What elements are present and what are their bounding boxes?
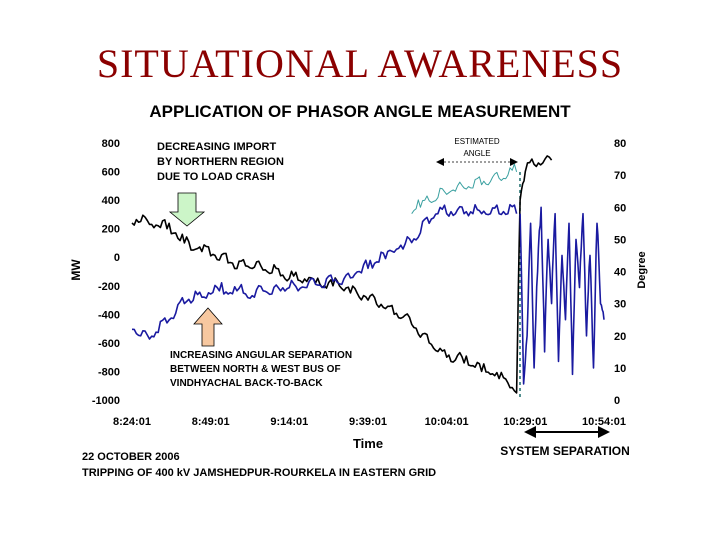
right-axis-label: Degree <box>636 251 648 288</box>
x-tick-label: 10:54:01 <box>582 416 626 428</box>
annotation-increasing-line-3: VINDHYACHAL BACK-TO-BACK <box>170 378 323 389</box>
left-tick-label: 200 <box>102 224 120 236</box>
right-tick-label: 20 <box>614 331 626 343</box>
right-tick-label: 70 <box>614 170 626 182</box>
right-axis-ticks: 80 70 60 50 40 30 20 10 0 <box>614 138 626 407</box>
annotation-decreasing: DECREASING IMPORT BY NORTHERN REGION DUE… <box>157 141 284 183</box>
left-tick-label: 600 <box>102 167 120 179</box>
series-layer <box>131 155 605 394</box>
chart-title: APPLICATION OF PHASOR ANGLE MEASUREMENT <box>149 102 571 121</box>
annotation-separation: SYSTEM SEPARATION <box>500 426 630 458</box>
annotation-decreasing-line-1: DECREASING IMPORT <box>157 141 276 153</box>
right-tick-label: 40 <box>614 267 626 279</box>
annotation-separation-text: SYSTEM SEPARATION <box>500 444 630 458</box>
right-tick-label: 10 <box>614 363 626 375</box>
x-tick-label: 8:24:01 <box>113 416 151 428</box>
annotation-decreasing-line-2: BY NORTHERN REGION <box>157 156 284 168</box>
left-tick-label: 0 <box>114 252 120 264</box>
slide-title: SITUATIONAL AWARENESS <box>96 41 624 86</box>
x-tick-label: 9:39:01 <box>349 416 387 428</box>
left-tick-label: -400 <box>98 309 120 321</box>
x-tick-label: 10:04:01 <box>425 416 469 428</box>
annotation-estimated-line-2: ANGLE <box>463 149 490 158</box>
right-tick-label: 30 <box>614 299 626 311</box>
annotation-decreasing-line-3: DUE TO LOAD CRASH <box>157 171 275 183</box>
down-arrow-icon <box>168 192 206 227</box>
left-axis-label: MW <box>69 259 83 281</box>
left-tick-label: -1000 <box>92 395 120 407</box>
left-tick-label: -600 <box>98 338 120 350</box>
right-tick-label: 0 <box>614 395 620 407</box>
right-tick-label: 60 <box>614 202 626 214</box>
annotation-increasing: INCREASING ANGULAR SEPARATION BETWEEN NO… <box>170 350 352 389</box>
x-axis-label: Time <box>353 436 383 451</box>
annotation-estimated: ESTIMATED ANGLE <box>436 137 518 166</box>
x-tick-label: 9:14:01 <box>270 416 308 428</box>
left-tick-label: 800 <box>102 138 120 150</box>
left-tick-label: 400 <box>102 195 120 207</box>
annotation-estimated-line-1: ESTIMATED <box>454 137 499 146</box>
separation-left-arrowhead <box>524 426 536 438</box>
x-tick-label: 8:49:01 <box>192 416 230 428</box>
series-line <box>411 163 518 214</box>
left-tick-label: -800 <box>98 366 120 378</box>
separation-right-arrowhead <box>598 426 610 438</box>
up-arrow-icon <box>193 307 223 347</box>
x-tick-label: 10:29:01 <box>503 416 547 428</box>
footer-event: TRIPPING OF 400 kV JAMSHEDPUR-ROURKELA I… <box>82 467 436 479</box>
right-tick-label: 80 <box>614 138 626 150</box>
series-line <box>131 155 553 394</box>
series-line <box>131 203 518 340</box>
x-axis-ticks: 8:24:01 8:49:01 9:14:01 9:39:01 10:04:01 10:2… <box>113 416 626 428</box>
left-axis-ticks: 800 600 400 200 0 -200 -400 -600 -800 -1000 <box>92 138 120 407</box>
annotation-increasing-line-1: INCREASING ANGULAR SEPARATION <box>170 350 352 361</box>
estimated-left-arrowhead <box>436 158 444 166</box>
left-tick-label: -200 <box>98 281 120 293</box>
estimated-right-arrowhead <box>510 158 518 166</box>
annotation-increasing-line-2: BETWEEN NORTH & WEST BUS OF <box>170 364 341 375</box>
footer-date: 22 OCTOBER 2006 <box>82 451 180 463</box>
right-tick-label: 50 <box>614 234 626 246</box>
series-line <box>519 206 605 385</box>
